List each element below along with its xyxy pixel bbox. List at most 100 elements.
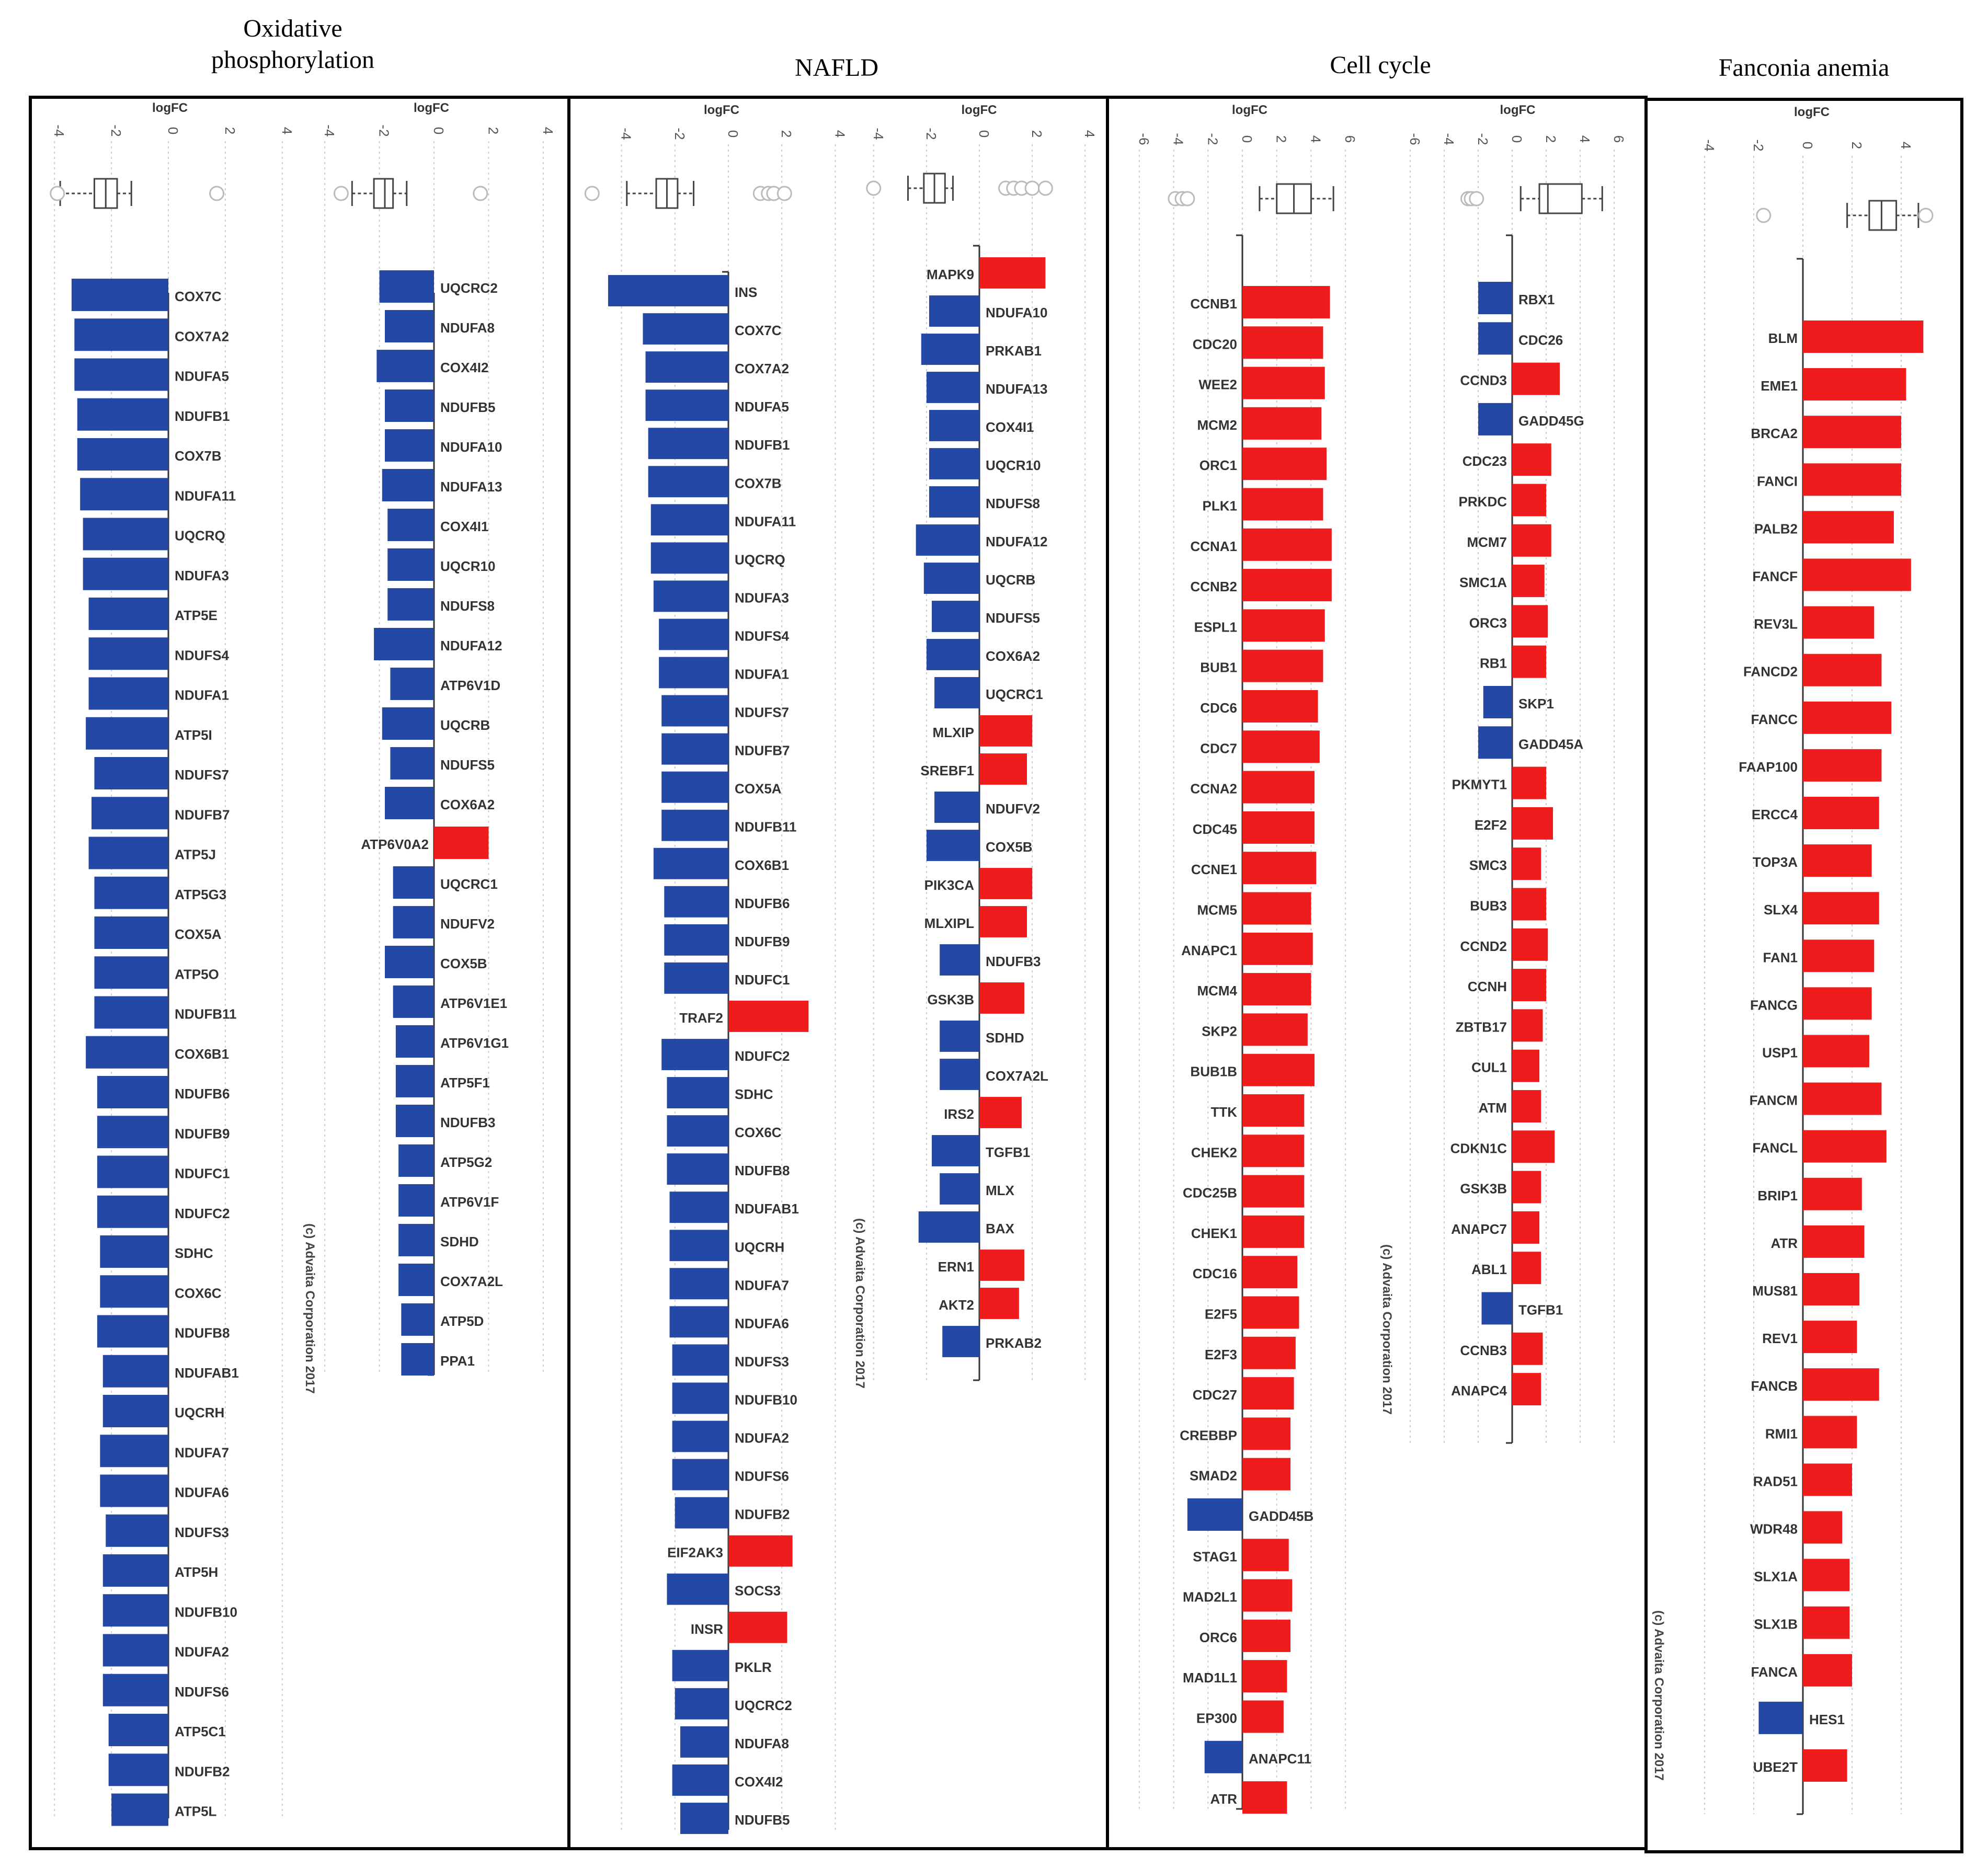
gene-label: FANCG	[1750, 997, 1798, 1013]
tick-label: -4	[1171, 133, 1186, 145]
gene-label: IRS2	[944, 1106, 974, 1122]
gene-label: FANCI	[1757, 473, 1798, 489]
gene-label: INS	[735, 284, 757, 300]
gene-label: NDUFV2	[986, 801, 1040, 817]
bar-anapc11	[1204, 1740, 1242, 1773]
gene-label: UQCRH	[735, 1239, 784, 1255]
gene-label: ATP5G2	[440, 1154, 492, 1170]
bar-rbx1	[1478, 282, 1512, 314]
tick-label: 0	[1239, 135, 1255, 143]
bar-palb2	[1803, 511, 1894, 544]
bar-abl1	[1512, 1252, 1541, 1285]
gene-label: COX7B	[735, 475, 782, 491]
gene-label: NDUFS6	[735, 1469, 789, 1484]
gene-label: COX4I2	[735, 1774, 783, 1790]
gene-label: ZBTB17	[1456, 1019, 1507, 1035]
gene-label: NDUFB9	[735, 934, 790, 949]
gene-label: ATP6V1G1	[440, 1035, 509, 1051]
bar-smc3	[1512, 847, 1541, 880]
bar-cdc25b	[1242, 1175, 1305, 1208]
bar-usp1	[1803, 1035, 1869, 1068]
axis-title: logFC	[704, 103, 739, 117]
gene-label: NDUFA8	[735, 1736, 789, 1751]
tick-label: -4	[1701, 139, 1717, 151]
box-iqr	[1538, 183, 1583, 214]
gene-label: WDR48	[1750, 1521, 1798, 1537]
bar-bub1	[1242, 649, 1323, 682]
bar-insr	[728, 1611, 787, 1643]
gene-label: FAAP100	[1739, 759, 1798, 775]
bar-ndufa8	[385, 310, 434, 342]
bar-e2f3	[1242, 1336, 1296, 1369]
gene-label: NDUFA1	[175, 687, 229, 703]
gene-label: NDUFS3	[175, 1525, 229, 1540]
panel-2: Cell cycle logFC -6 -4 -2 0 2 4 6 CCNB1 CDC20 WEE2 M…	[1106, 51, 1648, 1850]
bar-atp5f1	[395, 1065, 434, 1097]
gene-label: ATP6V1F	[440, 1194, 499, 1210]
gene-label: NDUFS6	[175, 1684, 229, 1700]
bar-ndufb1	[648, 428, 728, 460]
bar-fanci	[1803, 463, 1901, 496]
bar-cox6b1	[86, 1036, 168, 1069]
gene-label: NDUFB2	[735, 1507, 790, 1522]
bar-ndufb10	[102, 1594, 168, 1627]
bar-ndufb1	[77, 398, 168, 431]
gene-label: NDUFV2	[440, 916, 495, 932]
bar-fanca	[1803, 1654, 1852, 1687]
bar-ccnd2	[1512, 928, 1548, 961]
bar-ndufb9	[97, 1116, 168, 1149]
gene-label: COX6A2	[986, 648, 1040, 664]
tick-label: 2	[1029, 130, 1045, 137]
bar-mcm4	[1242, 973, 1311, 1006]
gene-label: NDUFB6	[175, 1086, 230, 1102]
bar-atr	[1803, 1225, 1865, 1258]
bar-ccnb3	[1512, 1332, 1543, 1365]
gene-label: NDUFB6	[735, 896, 790, 911]
bar-cox7a2l	[398, 1264, 434, 1296]
axis-title: logFC	[414, 101, 449, 115]
tick-label: 4	[1577, 135, 1593, 143]
gene-label: FANCC	[1751, 712, 1798, 727]
bar-ndufa10	[929, 295, 979, 327]
bar-ndufa5	[74, 358, 168, 391]
bar-crebbp	[1242, 1417, 1290, 1450]
bar-skp1	[1483, 686, 1512, 718]
gene-label: BAX	[986, 1221, 1015, 1236]
gene-label: NDUFB8	[735, 1163, 790, 1178]
bar-ndufa2	[672, 1420, 728, 1452]
bar-uqcrc1	[393, 866, 434, 899]
watermark: (c) Advaita Corporation 2017	[1652, 1610, 1666, 1781]
gene-label: BUB3	[1470, 898, 1507, 914]
bar-traf2	[728, 1000, 809, 1032]
bar-ppa1	[401, 1343, 434, 1376]
tick-label: -2	[923, 128, 939, 140]
bar-atp5c1	[108, 1714, 168, 1746]
gene-label: NDUFA6	[735, 1315, 789, 1331]
bar-eif2ak3	[728, 1535, 793, 1567]
watermark: (c) Advaita Corporation 2017	[1380, 1244, 1394, 1415]
bar-ndufb11	[94, 996, 168, 1029]
gene-label: NDUFB10	[175, 1604, 237, 1620]
bar-ndufs8	[929, 486, 979, 518]
axis-title: logFC	[152, 101, 188, 115]
gene-label: COX6C	[735, 1125, 782, 1140]
gene-label: COX5B	[440, 956, 487, 971]
gene-label: MLXIPL	[924, 915, 974, 931]
box-iqr	[1868, 200, 1898, 231]
bar-fan1	[1803, 939, 1875, 972]
gene-label: FANCA	[1751, 1664, 1798, 1680]
bar-atp6v1d	[390, 668, 434, 700]
gene-label: ATP5L	[175, 1804, 217, 1819]
tick-label: -2	[672, 128, 688, 140]
bar-rad51	[1803, 1463, 1852, 1496]
gene-label: ANAPC11	[1249, 1751, 1311, 1767]
gene-label: MCM2	[1197, 417, 1237, 433]
gene-label: NDUFB1	[175, 408, 230, 424]
bar-ccnb1	[1242, 286, 1330, 318]
bar-uqcr10	[387, 548, 434, 581]
gene-label: GADD45A	[1518, 736, 1583, 752]
panel-title: Cell cycle	[1330, 51, 1431, 79]
bar-cox4i1	[929, 410, 979, 441]
bar-ndufa11	[650, 504, 728, 536]
gene-label: SMAD2	[1190, 1468, 1237, 1484]
